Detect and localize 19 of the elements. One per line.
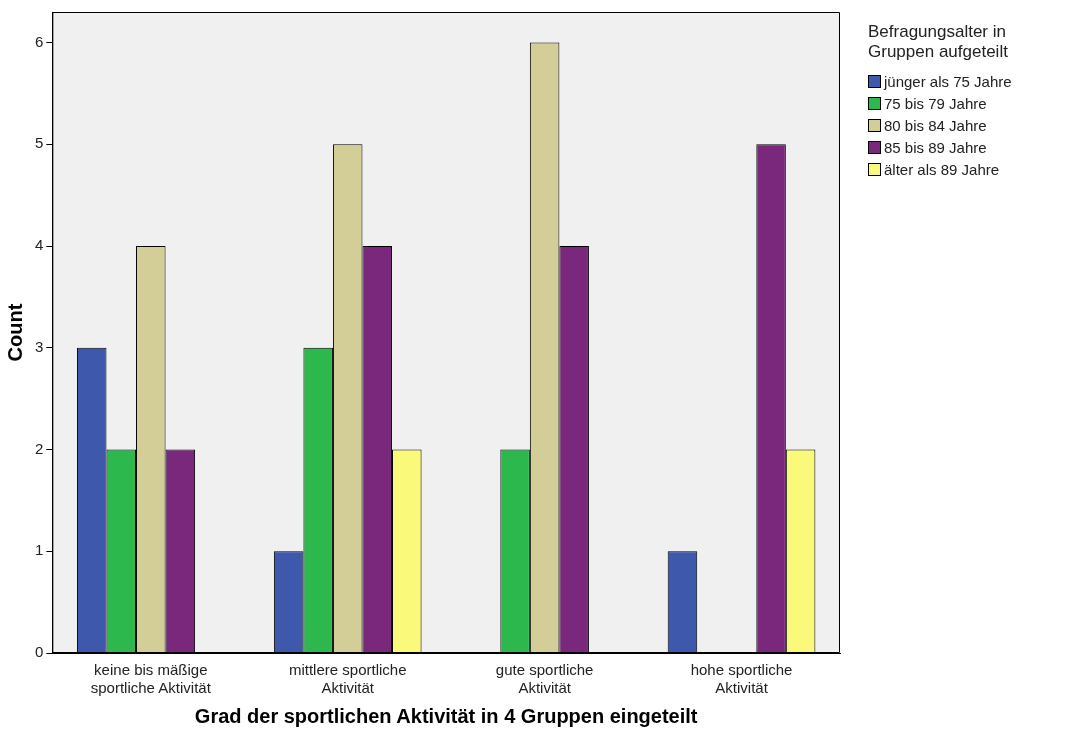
legend-title: Befragungsalter in Gruppen aufgeteilt [868, 22, 1009, 62]
y-tick-label: 6 [35, 32, 44, 50]
y-tick-label: 0 [35, 643, 44, 661]
x-tick-label: hohe sportliche Aktivität [690, 661, 793, 697]
legend-label: 85 bis 89 Jahre [884, 138, 987, 156]
y-tick-label: 4 [35, 236, 44, 254]
legend-label: 80 bis 84 Jahre [884, 116, 987, 134]
y-tick-label: 1 [35, 541, 44, 559]
x-axis-title: Grad der sportlichen Aktivität in 4 Gruppen eingeteilt [194, 704, 698, 727]
y-tick-label: 5 [35, 134, 44, 152]
legend-label: älter als 89 Jahre [884, 160, 1000, 178]
x-tick-label: gute sportliche Aktivität [495, 661, 594, 697]
legend-label: jünger als 75 Jahre [884, 72, 1012, 90]
y-tick-label: 3 [35, 337, 44, 355]
x-tick-label: keine bis mäßige sportliche Aktivität [90, 661, 212, 697]
legend-label: 75 bis 79 Jahre [884, 94, 987, 112]
x-tick-label: mittlere sportliche Aktivität [288, 661, 407, 697]
y-axis-title: Count [3, 303, 26, 362]
y-tick-label: 2 [35, 439, 44, 457]
